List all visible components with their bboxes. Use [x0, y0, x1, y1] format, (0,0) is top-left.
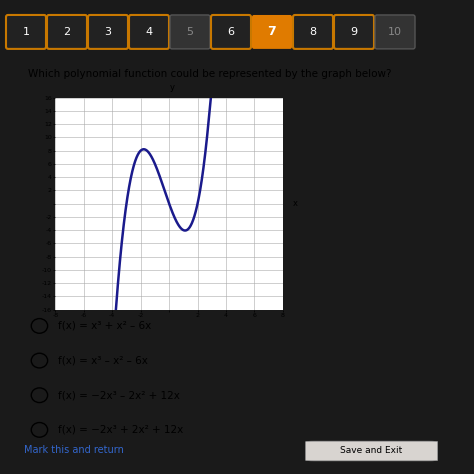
- FancyBboxPatch shape: [375, 15, 415, 49]
- Text: f(x) = x³ – x² – 6x: f(x) = x³ – x² – 6x: [58, 356, 147, 365]
- Text: f(x) = x³ + x² – 6x: f(x) = x³ + x² – 6x: [58, 321, 151, 331]
- FancyBboxPatch shape: [293, 15, 333, 49]
- Text: f(x) = −2x³ + 2x² + 12x: f(x) = −2x³ + 2x² + 12x: [58, 425, 183, 435]
- Text: x: x: [293, 199, 298, 208]
- Text: 1: 1: [22, 27, 29, 37]
- FancyBboxPatch shape: [211, 15, 251, 49]
- Text: y: y: [170, 83, 174, 92]
- Text: 2: 2: [64, 27, 71, 37]
- Text: 6: 6: [228, 27, 235, 37]
- Text: 10: 10: [388, 27, 402, 37]
- Text: 5: 5: [186, 27, 193, 37]
- FancyBboxPatch shape: [306, 441, 438, 461]
- FancyBboxPatch shape: [6, 15, 46, 49]
- Text: Which polynomial function could be represented by the graph below?: Which polynomial function could be repre…: [28, 69, 392, 79]
- Text: f(x) = −2x³ – 2x² + 12x: f(x) = −2x³ – 2x² + 12x: [58, 390, 180, 400]
- Text: 9: 9: [350, 27, 357, 37]
- Text: 3: 3: [104, 27, 111, 37]
- Text: Save and Exit: Save and Exit: [340, 446, 403, 455]
- FancyBboxPatch shape: [170, 15, 210, 49]
- FancyBboxPatch shape: [334, 15, 374, 49]
- FancyBboxPatch shape: [88, 15, 128, 49]
- Text: 4: 4: [146, 27, 153, 37]
- FancyBboxPatch shape: [252, 15, 292, 49]
- FancyBboxPatch shape: [47, 15, 87, 49]
- FancyBboxPatch shape: [129, 15, 169, 49]
- Text: Mark this and return: Mark this and return: [24, 445, 123, 456]
- Text: 7: 7: [268, 26, 276, 38]
- Text: 8: 8: [310, 27, 317, 37]
